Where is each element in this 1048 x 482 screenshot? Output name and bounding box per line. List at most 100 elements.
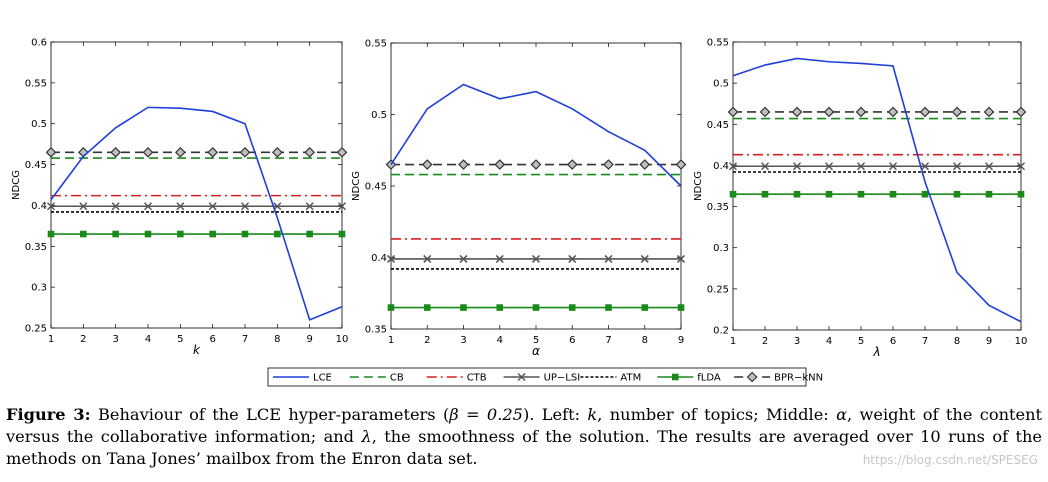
legend-item-atm: ATM [580,373,641,384]
caption-text-3: , number of topics; Middle: [597,405,837,424]
left-chart-y-tick-label: 0.35 [25,242,47,253]
right-chart-series-bpr-knn-point [823,106,835,118]
left-chart-series-flda [47,230,346,238]
left-chart-series-up-lsi-point [208,202,217,211]
legend-item-up-lsi: UP−LSI [503,373,580,384]
legend-label-atm: ATM [620,373,641,384]
right-chart-series-up-lsi-point [920,162,930,171]
right-chart-series-up-lsi-point [728,162,738,171]
right-chart-x-tick-label: 4 [826,336,832,347]
middle-chart-y-tick-label: 0.35 [365,325,387,336]
left-chart-series-flda-point [209,230,216,238]
right-chart-series-bpr-knn-point [727,106,739,118]
left-chart-series-up-lsi-point [111,202,120,211]
middle-chart-series-bpr-knn-point [675,159,687,170]
middle-chart-y-tick-label: 0.4 [371,253,387,264]
middle-chart-y-axis-label: NDCG [351,171,362,201]
middle-chart-series-up-lsi-point [459,254,468,263]
right-chart-series-lce-line [732,57,1022,323]
left-chart-series-bpr-knn-point [110,146,122,158]
middle-chart-y-tick-label: 0.5 [371,110,387,121]
middle-chart-series-bpr-knn-point [458,159,469,170]
left-chart-x-tick-label: 1 [48,334,54,345]
middle-chart-x-tick-label: 3 [460,335,466,346]
right-chart-series-up-lsi-point [792,162,802,171]
middle-chart-series-bpr-knn-point [421,159,433,170]
right-chart-y-tick-label: 0.55 [707,38,729,49]
right-chart-x-tick-label: 2 [762,336,768,347]
right-chart-x-tick-label: 5 [858,336,864,347]
right-chart-series-flda-point [793,190,801,198]
right-chart-series-up-lsi-point [984,162,994,171]
right-chart-series-up-lsi-point [856,162,866,171]
right-chart-series-bpr-knn-point [855,106,867,118]
right-chart-series-flda-point [825,190,833,198]
middle-chart-series-lce [390,83,682,187]
left-chart-x-tick-label: 3 [112,334,118,345]
legend-marker-bpr-knn [746,371,758,383]
middle-chart-series-flda-point [641,304,649,311]
right-chart-series-bpr-knn-point [919,106,931,118]
left-chart-y-tick-label: 0.5 [31,119,47,130]
left-chart-x-tick-label: 10 [336,334,349,345]
left-chart-series-lce [50,106,343,321]
right-chart-y-tick-label: 0.25 [707,284,729,295]
right-chart-series-bpr-knn-point [887,106,899,118]
left-chart-series-bpr-knn-point [142,146,154,158]
legend-label-bpr-knn: BPR−kNN [774,373,823,384]
middle-chart-series-up-lsi-point [640,254,649,263]
right-chart-series-bpr-knn-point [1015,106,1027,118]
right-chart-y-axis-label: NDCG [693,171,704,201]
legend-label-flda: fLDA [697,373,721,384]
right-chart-series-bpr-knn-point [983,106,995,118]
right-chart-x-tick-label: 1 [730,336,736,347]
middle-chart-x-tick-label: 5 [533,335,539,346]
right-chart-series-flda-point [761,190,769,198]
left-chart-series-bpr-knn-point [45,146,57,158]
left-chart-series-flda-point [177,230,184,238]
middle-chart-series-flda-point [387,304,395,311]
left-chart-series-up-lsi-point [143,202,153,211]
right-chart-x-tick-label: 8 [954,336,960,347]
middle-chart-series-bpr-knn-point [603,159,614,170]
caption-text-1: Behaviour of the LCE hyper-parameters ( [90,405,450,424]
right-chart-x-tick-label: 10 [1015,336,1028,347]
right-chart-y-tick-label: 0.45 [707,120,729,131]
watermark: https://blog.csdn.net/SPESEG [862,453,1038,467]
left-chart-y-tick-label: 0.25 [25,324,47,335]
legend-item-flda: fLDA [657,373,721,384]
middle-chart-series-up-lsi-point [495,254,504,263]
right-chart: 1 2 3 4 5 6 7 8 9 10 0.2 0.25 0.3 0.35 0.4 0.45 0.5 0.55 λ… [693,38,1027,360]
legend-label-cb: CB [390,373,404,384]
right-chart-plot-area [732,41,1022,331]
middle-chart-x-tick-label: 1 [388,335,394,346]
right-chart-x-tick-label: 3 [794,336,800,347]
caption-text-5: , the smoothness of the solution. The re… [6,427,1042,468]
left-chart-y-tick-label: 0.55 [25,78,47,89]
left-chart-series-up-lsi-point [176,202,185,211]
right-chart-series-bpr-knn [727,106,1027,118]
left-chart-series-bpr-knn-point [207,146,219,158]
middle-chart-x-tick-label: 2 [424,335,430,346]
left-chart-x-tick-label: 7 [242,334,248,345]
caption-text-2: ). Left: [522,405,588,424]
legend-label-lce: LCE [313,373,332,384]
middle-chart-x-tick-label: 9 [678,335,684,346]
middle-chart-x-axis-label: α [532,344,540,358]
left-chart-x-tick-label: 6 [209,334,215,345]
left-chart-series-bpr-knn-point [336,146,348,158]
middle-chart-y-tick-label: 0.45 [365,182,387,193]
right-chart-x-tick-label: 6 [890,336,896,347]
legend-item-ctb: CTB [426,373,487,384]
left-chart: 1 2 3 4 5 6 7 8 9 10 0.25 0.3 0.35 0.4 0.45 0.5 0.55 0.6 k… [11,38,348,358]
left-chart-series-up-lsi-point [46,202,56,211]
middle-chart-plot-area [390,42,682,330]
middle-chart-series-flda-point [423,304,431,311]
middle-chart-x-tick-label: 4 [497,335,503,346]
middle-chart-series-bpr-knn-point [530,159,542,170]
right-chart-x-tick-label: 7 [922,336,928,347]
figure: 1 2 3 4 5 6 7 8 9 100.250.30.350.40.450.50.550.6k… [11,38,1027,387]
right-chart-series-bpr-knn-point [791,106,803,118]
right-chart-y-tick-label: 0.4 [713,161,729,172]
legend: LCE CB CTB UP−LSI ATM fLDA BPR−kNN [267,367,823,387]
